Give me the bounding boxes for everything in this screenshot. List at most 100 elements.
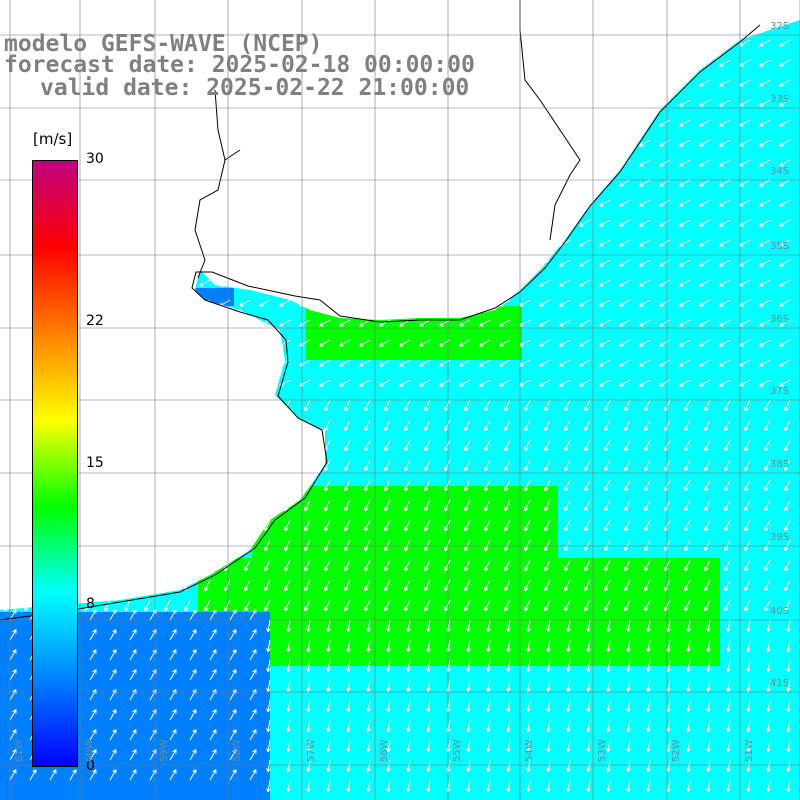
wind-cell [162, 684, 180, 702]
wind-cell [576, 792, 594, 800]
wind-arrow [189, 649, 197, 661]
wind-arrow [584, 419, 591, 432]
wind-cell [648, 414, 666, 432]
wind-cell [450, 774, 468, 792]
wind-arrow [706, 719, 711, 733]
wind-arrow [784, 459, 791, 472]
wind-arrow [324, 399, 331, 412]
wind-arrow [244, 579, 251, 592]
wind-arrow [724, 439, 731, 452]
wind-cell [684, 216, 702, 234]
wind-arrow [384, 439, 391, 452]
wind-cell [558, 360, 576, 378]
wind-cell [774, 54, 792, 72]
wind-cell [306, 396, 324, 414]
wind-cell [180, 648, 198, 666]
wind-arrow [344, 539, 351, 552]
wind-cell [684, 522, 702, 540]
wind-cell [738, 378, 756, 396]
wind-cell [432, 720, 450, 738]
wind-arrow [499, 339, 511, 347]
wind-arrow [646, 699, 651, 713]
wind-cell [684, 576, 702, 594]
wind-cell [342, 576, 360, 594]
wind-arrow [646, 779, 651, 793]
wind-cell [252, 684, 270, 702]
wind-cell [468, 666, 486, 684]
wind-cell [774, 504, 792, 522]
wind-arrow [644, 579, 651, 592]
wind-cell [486, 630, 504, 648]
wind-arrow [209, 729, 217, 741]
wind-cell [414, 360, 432, 378]
wind-cell [666, 414, 684, 432]
wind-cell [468, 378, 486, 396]
wind-cell [360, 378, 378, 396]
wind-arrow [724, 499, 731, 512]
wind-arrow [89, 769, 97, 781]
wind-cell [90, 774, 108, 792]
wind-cell [612, 774, 630, 792]
wind-arrow [344, 579, 351, 592]
wind-cell [792, 270, 800, 288]
wind-arrow [266, 759, 271, 773]
wind-cell [648, 432, 666, 450]
wind-cell [684, 360, 702, 378]
wind-arrow [444, 419, 451, 432]
wind-arrow [599, 279, 611, 287]
wind-cell [270, 306, 288, 324]
wind-cell [486, 594, 504, 612]
wind-cell [738, 90, 756, 108]
wind-arrow [384, 559, 391, 572]
wind-cell [702, 468, 720, 486]
wind-arrow [564, 399, 571, 412]
wind-cell [702, 522, 720, 540]
wind-cell [756, 576, 774, 594]
wind-cell [540, 396, 558, 414]
wind-cell [396, 720, 414, 738]
wind-arrow [724, 599, 731, 612]
wind-arrow [786, 619, 791, 633]
wind-cell [252, 666, 270, 684]
wind-cell [234, 666, 252, 684]
wind-arrow [746, 679, 751, 693]
wind-cell [594, 684, 612, 702]
wind-arrow [604, 599, 611, 612]
wind-cell [756, 36, 774, 54]
wind-arrow [779, 219, 791, 227]
wind-arrow [784, 559, 791, 572]
wind-arrow [584, 559, 591, 572]
wind-cell [216, 702, 234, 720]
wind-cell [558, 324, 576, 342]
wind-arrow [526, 779, 531, 793]
wind-arrow [526, 619, 531, 633]
wind-arrow [624, 499, 631, 512]
wind-arrow [659, 379, 671, 387]
wind-cell [162, 792, 180, 800]
wind-cell [162, 774, 180, 792]
wind-cell [180, 630, 198, 648]
wind-arrow [566, 619, 571, 633]
wind-cell [414, 486, 432, 504]
wind-cell [648, 540, 666, 558]
wind-cell [774, 216, 792, 234]
wind-cell [720, 630, 738, 648]
wind-arrow [426, 719, 431, 733]
wind-cell [630, 612, 648, 630]
wind-arrow [719, 319, 731, 327]
wind-arrow [426, 619, 431, 633]
wind-cell [342, 630, 360, 648]
wind-arrow [704, 419, 711, 432]
wind-cell [594, 630, 612, 648]
wind-arrow [506, 659, 511, 673]
wind-cell [792, 252, 800, 270]
wind-cell [792, 108, 800, 126]
wind-cell [414, 558, 432, 576]
wind-cell [306, 360, 324, 378]
wind-arrow [486, 779, 491, 793]
wind-cell [720, 270, 738, 288]
wind-cell [360, 630, 378, 648]
wind-cell [576, 522, 594, 540]
wind-arrow [559, 359, 571, 367]
wind-cell [684, 630, 702, 648]
